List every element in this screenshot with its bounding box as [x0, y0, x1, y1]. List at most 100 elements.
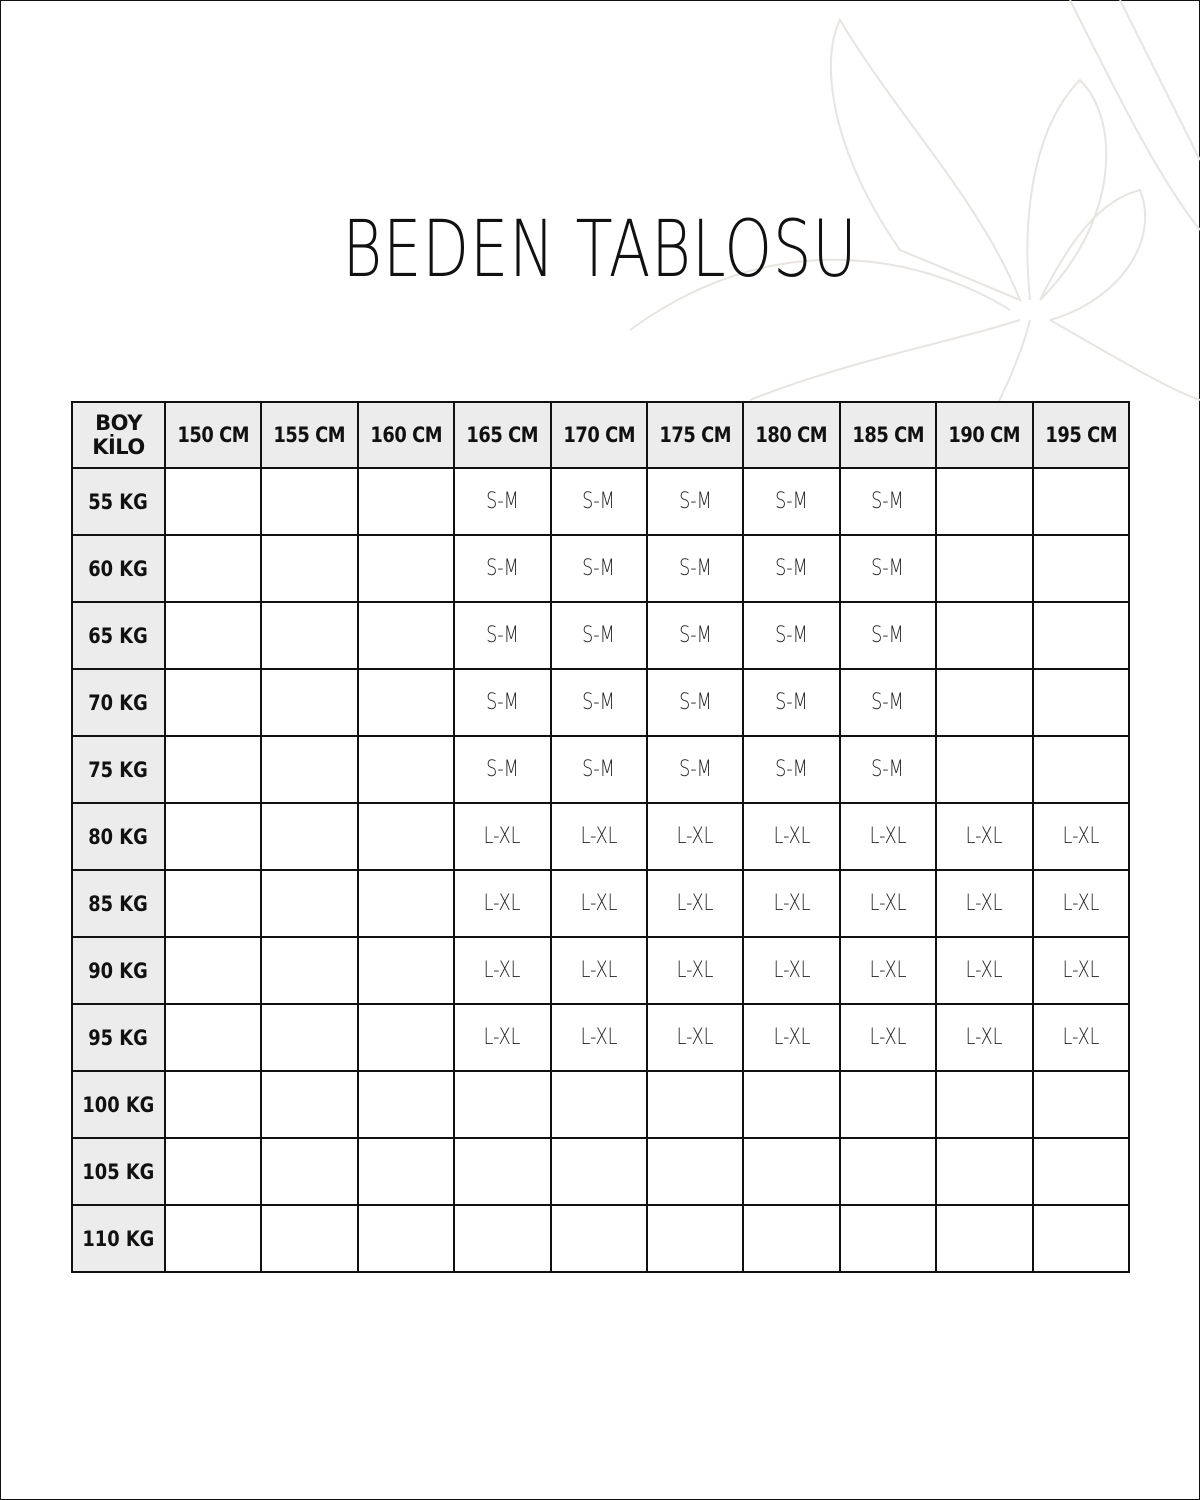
size-cell: [260, 735, 359, 804]
flower-decoration-icon: [629, 0, 1200, 440]
size-cell: [163, 601, 263, 670]
column-header-label: 185 CM: [852, 423, 924, 447]
size-cell: [742, 1137, 841, 1206]
size-value: S-M: [678, 757, 712, 782]
row-header-label: 60 KG: [88, 556, 149, 581]
size-value: L-XL: [1062, 824, 1100, 849]
table-row: 60 KG S-M S-M S-M S-M S-M: [71, 534, 1131, 603]
size-cell: [838, 1070, 938, 1139]
column-header: 175 CM: [645, 401, 745, 469]
size-value: S-M: [775, 757, 808, 782]
size-value: S-M: [486, 757, 519, 782]
row-header-label: 55 KG: [88, 489, 149, 514]
size-cell: [935, 735, 1034, 804]
size-chart-table: BOY KİLO 150 CM 155 CM 160 CM 165 CM 170 CM 1…: [71, 401, 1131, 1273]
size-cell: L-XL: [453, 1003, 552, 1072]
column-header-label: 195 CM: [1044, 423, 1117, 447]
size-value: S-M: [775, 489, 808, 514]
row-header: 75 KG: [71, 735, 166, 804]
size-cell: [549, 1204, 648, 1273]
size-value: S-M: [486, 489, 519, 514]
size-cell: S-M: [838, 534, 938, 603]
size-value: L-XL: [580, 1025, 618, 1050]
size-cell: S-M: [838, 467, 938, 536]
size-cell: [356, 668, 456, 737]
size-cell: [453, 1204, 552, 1273]
corner-header: BOY KİLO: [71, 401, 166, 469]
size-cell: [163, 802, 263, 871]
size-cell: [260, 601, 359, 670]
size-cell: L-XL: [935, 1003, 1034, 1072]
size-cell: [1031, 735, 1131, 804]
size-value: L-XL: [1062, 958, 1100, 983]
column-header: 165 CM: [453, 401, 552, 469]
column-header: 185 CM: [838, 401, 938, 469]
size-cell: S-M: [645, 534, 745, 603]
size-value: S-M: [582, 556, 616, 581]
table-row: 105 KG: [71, 1137, 1131, 1206]
column-header: 155 CM: [260, 401, 359, 469]
size-cell: S-M: [742, 467, 841, 536]
header-row: BOY KİLO 150 CM 155 CM 160 CM 165 CM 170 CM 1…: [71, 401, 1131, 469]
size-cell: L-XL: [742, 1003, 841, 1072]
size-cell: [260, 802, 359, 871]
column-header-label: 155 CM: [273, 423, 346, 447]
size-cell: L-XL: [645, 1003, 745, 1072]
size-cell: [935, 467, 1034, 536]
size-value: S-M: [486, 690, 519, 715]
column-header-label: 165 CM: [466, 423, 539, 447]
row-header-label: 95 KG: [88, 1025, 149, 1050]
row-header-label: 75 KG: [88, 757, 149, 782]
column-header-label: 175 CM: [659, 423, 732, 447]
size-cell: [260, 869, 359, 938]
column-header: 180 CM: [742, 401, 841, 469]
size-cell: [163, 534, 263, 603]
size-cell: [1031, 601, 1131, 670]
size-value: L-XL: [1062, 1025, 1100, 1050]
size-cell: S-M: [645, 601, 745, 670]
column-header-label: 170 CM: [562, 423, 635, 447]
size-cell: [356, 869, 456, 938]
row-header: 55 KG: [71, 467, 166, 536]
size-cell: [742, 1070, 841, 1139]
row-header: 100 KG: [71, 1070, 166, 1139]
weight-label: KİLO: [92, 435, 145, 459]
size-value: L-XL: [869, 891, 907, 916]
size-cell: L-XL: [645, 869, 745, 938]
size-cell: [935, 1204, 1034, 1273]
size-value: L-XL: [965, 1025, 1003, 1050]
size-value: S-M: [678, 489, 712, 514]
size-cell: L-XL: [549, 802, 648, 871]
size-value: S-M: [775, 690, 808, 715]
size-cell: [260, 467, 359, 536]
size-value: S-M: [486, 556, 519, 581]
row-header-label: 65 KG: [88, 623, 149, 648]
size-cell: [645, 1070, 745, 1139]
size-cell: [356, 467, 456, 536]
size-cell: S-M: [645, 467, 745, 536]
size-value: L-XL: [483, 891, 521, 916]
row-header: 60 KG: [71, 534, 166, 603]
size-cell: [356, 534, 456, 603]
size-cell: L-XL: [453, 869, 552, 938]
size-value: S-M: [871, 690, 905, 715]
size-value: S-M: [582, 757, 616, 782]
row-header: 105 KG: [71, 1137, 166, 1206]
size-cell: S-M: [838, 668, 938, 737]
table-row: 55 KG S-M S-M S-M S-M S-M: [71, 467, 1131, 536]
size-cell: L-XL: [453, 802, 552, 871]
row-header-label: 110 KG: [82, 1226, 155, 1251]
table-row: 75 KG S-M S-M S-M S-M S-M: [71, 735, 1131, 804]
table-row: 95 KG L-XL L-XL L-XL L-XL L-XL L-XL L-XL: [71, 1003, 1131, 1072]
size-cell: S-M: [453, 601, 552, 670]
size-cell: S-M: [549, 668, 648, 737]
size-value: L-XL: [773, 891, 810, 916]
size-cell: [935, 1070, 1034, 1139]
size-value: L-XL: [965, 958, 1003, 983]
size-cell: S-M: [549, 534, 648, 603]
size-cell: [935, 601, 1034, 670]
size-cell: S-M: [742, 601, 841, 670]
size-cell: [260, 1137, 359, 1206]
size-value: S-M: [775, 623, 808, 648]
row-header-label: 80 KG: [88, 824, 149, 849]
